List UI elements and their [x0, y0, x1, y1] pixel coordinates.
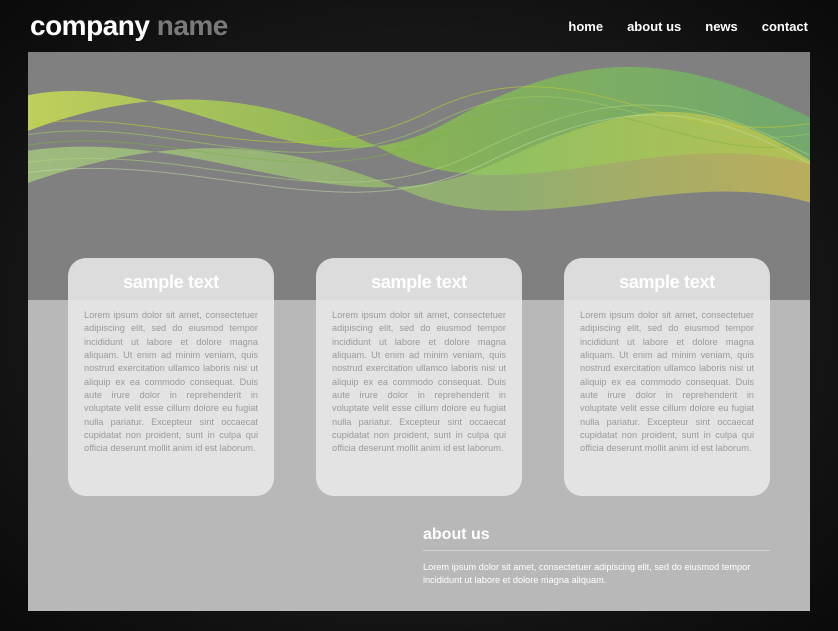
card-3: sample text Lorem ipsum dolor sit amet, … — [564, 258, 770, 496]
about-section: about us Lorem ipsum dolor sit amet, con… — [423, 526, 770, 587]
card-2-title: sample text — [332, 272, 506, 293]
nav-link-about[interactable]: about us — [627, 19, 681, 34]
card-3-title: sample text — [580, 272, 754, 293]
card-3-body: Lorem ipsum dolor sit amet, consectetuer… — [580, 309, 754, 456]
header: company name home about us news contact — [0, 0, 838, 52]
cards-row: sample text Lorem ipsum dolor sit amet, … — [28, 258, 810, 496]
card-1-body: Lorem ipsum dolor sit amet, consectetuer… — [84, 309, 258, 456]
main-nav: home about us news contact — [568, 19, 808, 34]
nav-link-contact[interactable]: contact — [762, 19, 808, 34]
card-2: sample text Lorem ipsum dolor sit amet, … — [316, 258, 522, 496]
about-body: Lorem ipsum dolor sit amet, consectetuer… — [423, 561, 770, 587]
logo: company name — [30, 12, 228, 40]
outer-frame: company name home about us news contact — [0, 0, 838, 631]
card-1-title: sample text — [84, 272, 258, 293]
logo-word-2: name — [157, 10, 228, 41]
card-1: sample text Lorem ipsum dolor sit amet, … — [68, 258, 274, 496]
about-title: about us — [423, 526, 770, 551]
nav-link-news[interactable]: news — [705, 19, 738, 34]
logo-word-1: company — [30, 10, 149, 41]
nav-link-home[interactable]: home — [568, 19, 603, 34]
card-2-body: Lorem ipsum dolor sit amet, consectetuer… — [332, 309, 506, 456]
page-body: sample text Lorem ipsum dolor sit amet, … — [28, 52, 810, 611]
